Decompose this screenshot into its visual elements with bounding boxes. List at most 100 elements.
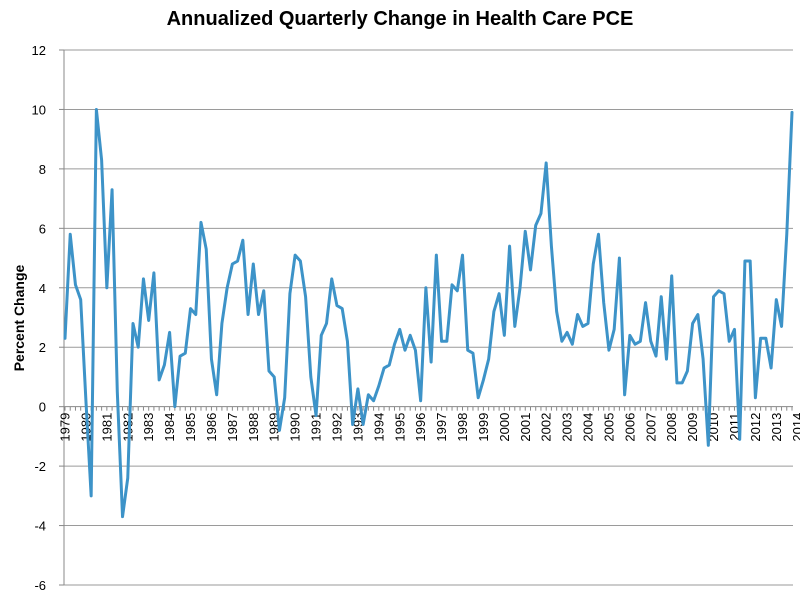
data-point [696,313,699,316]
data-point [398,328,401,331]
x-tick-label: 2013 [769,413,784,442]
x-tick-label: 1985 [183,413,198,442]
data-point [707,444,710,447]
data-point [513,325,516,328]
data-point [508,245,511,248]
data-point [231,263,234,266]
data-point [487,358,490,361]
data-point [309,376,312,379]
data-point [791,111,794,114]
data-point [294,254,297,257]
data-point [320,334,323,337]
series-group [63,107,794,519]
data-point [597,233,600,236]
data-point [278,429,281,432]
y-tick-label: 0 [39,400,46,415]
data-point [424,286,427,289]
data-point [304,295,307,298]
data-point [325,322,328,325]
data-point [367,393,370,396]
data-point [74,283,77,286]
data-point [618,257,621,260]
data-point [649,340,652,343]
x-tick-label: 2004 [581,413,596,442]
data-point [132,322,135,325]
data-point [608,349,611,352]
x-tick-label: 2000 [497,413,512,442]
data-point [126,477,129,480]
data-point [712,295,715,298]
x-tick-label: 1997 [434,413,449,442]
data-point [346,340,349,343]
x-tick-label: 2014 [790,413,800,442]
data-point [540,212,543,215]
data-point [116,390,119,393]
data-point [435,254,438,257]
y-tick-label: 12 [32,43,46,58]
data-point [414,349,417,352]
x-tick-label: 2006 [622,413,637,442]
data-point [153,272,156,275]
y-tick-label: 8 [39,162,46,177]
data-point [472,352,475,355]
data-point [581,325,584,328]
x-tick-label: 1984 [162,413,177,442]
data-point [461,254,464,257]
data-point [315,414,318,417]
data-point [744,260,747,263]
data-point [550,245,553,248]
data-point [676,381,679,384]
data-point [362,423,365,426]
x-tick-label: 1979 [58,413,73,442]
data-point [681,381,684,384]
data-point [184,352,187,355]
series-line [63,107,794,519]
data-point [90,494,93,497]
data-point [644,301,647,304]
data-point [655,355,658,358]
data-point [288,292,291,295]
data-point [388,364,391,367]
data-point [383,367,386,370]
data-point [456,289,459,292]
data-point [717,289,720,292]
y-tick-label: 4 [39,281,46,296]
data-point [749,260,752,263]
data-point [268,370,271,373]
y-tick-label: -6 [34,578,46,593]
x-tick-label: 2012 [748,413,763,442]
data-point [503,334,506,337]
data-point [100,159,103,162]
data-point [105,286,108,289]
data-point [419,399,422,402]
data-point [733,328,736,331]
data-point [665,358,668,361]
data-point [566,331,569,334]
data-point [221,322,224,325]
x-tick-label: 1995 [392,413,407,442]
data-point [111,188,114,191]
data-point [545,162,548,165]
data-point [393,343,396,346]
chart-title: Annualized Quarterly Change in Health Ca… [166,8,634,30]
data-point [341,307,344,310]
data-point [236,260,239,263]
x-tick-label: 1998 [455,413,470,442]
data-point [200,221,203,224]
data-point [775,298,778,301]
data-point [445,340,448,343]
data-point [189,307,192,310]
x-tick-label: 1988 [246,413,261,442]
data-point [64,337,67,340]
data-point [482,379,485,382]
data-point [754,396,757,399]
data-point [262,289,265,292]
data-point [492,310,495,313]
data-point [179,355,182,358]
x-tick-label: 2009 [685,413,700,442]
data-point [498,292,501,295]
data-point [477,396,480,399]
data-point [592,263,595,266]
data-point [529,269,532,272]
data-point [137,346,140,349]
